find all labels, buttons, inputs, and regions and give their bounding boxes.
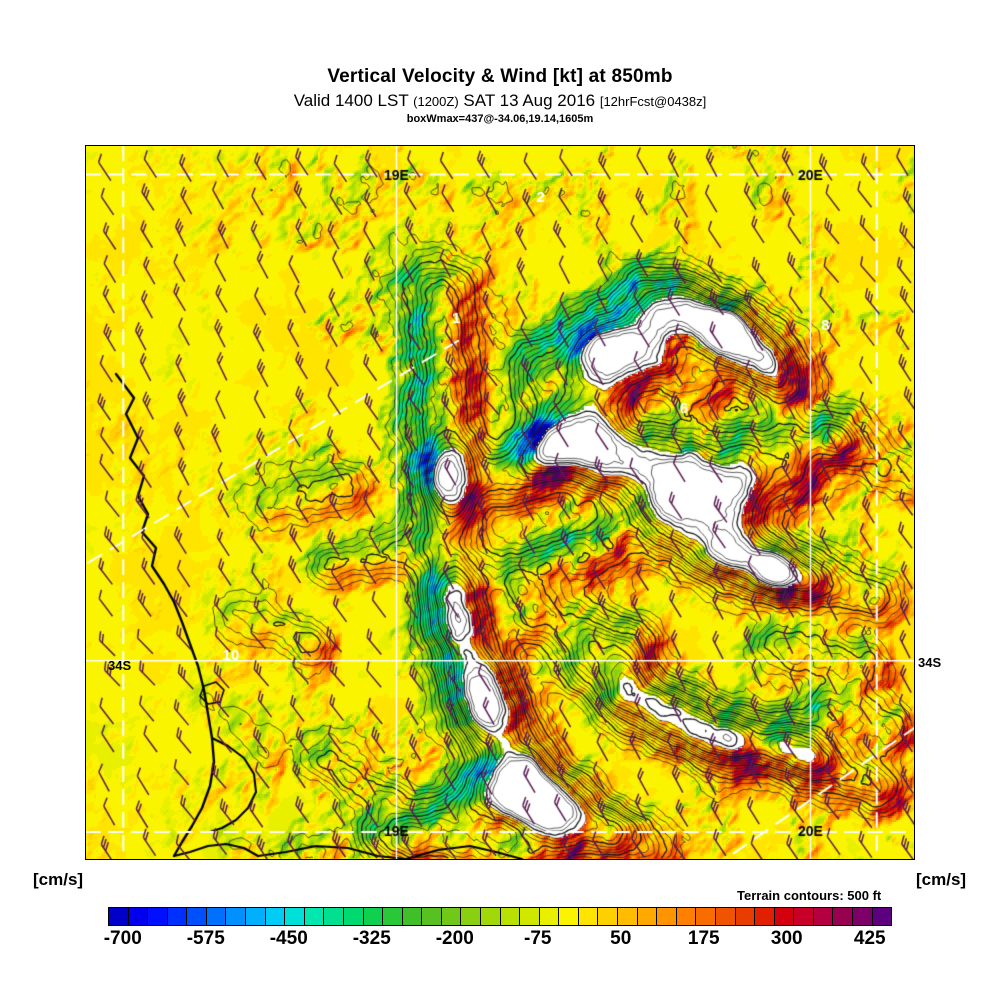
colorbar-cell-16 — [422, 908, 442, 925]
colorbar-cell-32 — [735, 908, 756, 925]
colorbar-cell-21 — [520, 908, 540, 925]
colorbar-cell-12 — [343, 908, 364, 925]
colorbar-tick--575: -575 — [186, 928, 225, 949]
colorbar-cell-15 — [402, 908, 423, 925]
colorbar-cell-18 — [461, 908, 481, 925]
colorbar-tick-175: 175 — [687, 928, 720, 949]
colorbar-cell-25 — [598, 908, 619, 925]
colorbar-cell-7 — [246, 908, 266, 925]
colorbar-cell-35 — [794, 908, 814, 925]
colorbar-tick--75: -75 — [524, 928, 552, 949]
box-max-annotation: boxWmax=437@-34.06,19.14,1605m — [406, 113, 594, 125]
lat-label-right: 34S — [918, 655, 942, 670]
colorbar-cell-17 — [441, 908, 462, 925]
colorbar-cell-6 — [226, 908, 247, 925]
title-block: Vertical Velocity & Wind [kt] at 850mb V… — [0, 0, 1000, 125]
lat-label-left: 34S — [108, 658, 132, 673]
colorbar-cell-13 — [363, 908, 384, 925]
colorbar-tick-300: 300 — [770, 928, 803, 949]
colorbar-tick--325: -325 — [352, 928, 391, 949]
colorbar-cell-20 — [500, 908, 521, 925]
terrain-coast-wind-overlay — [86, 146, 914, 859]
subtitle: Valid 1400 LST (1200Z) SAT 13 Aug 2016 [… — [0, 91, 1000, 111]
colorbar-tick--700: -700 — [103, 928, 142, 949]
colorbar-cell-10 — [304, 908, 325, 925]
colorbar-cell-14 — [383, 908, 403, 925]
colorbar-cell-38 — [852, 908, 873, 925]
colorbar-tick--450: -450 — [269, 928, 308, 949]
valid-time-utc: (1200Z) — [413, 94, 459, 109]
colorbar-cell-24 — [578, 908, 599, 925]
unit-label-right: [cm/s] — [916, 870, 967, 889]
colorbar-cell-11 — [324, 908, 344, 925]
colorbar-cell-5 — [206, 908, 227, 925]
colorbar-tick-425: 425 — [853, 928, 886, 949]
valid-time-prefix: Valid 1400 LST — [293, 91, 409, 110]
colorbar-cell-2 — [148, 908, 168, 925]
map-plot-area[interactable] — [85, 145, 915, 860]
terrain-contour-note: Terrain contours: 500 ft — [737, 888, 882, 903]
colorbar-cell-27 — [637, 908, 658, 925]
valid-date: SAT 13 Aug 2016 — [463, 91, 596, 110]
colorbar-cell-30 — [696, 908, 716, 925]
colorbar-tick--200: -200 — [435, 928, 474, 949]
unit-label-left: [cm/s] — [33, 870, 84, 889]
colorbar-cell-4 — [187, 908, 207, 925]
colorbar-cell-22 — [539, 908, 560, 925]
colorbar-cell-9 — [285, 908, 305, 925]
colorbar-cell-26 — [618, 908, 638, 925]
colorbar-cell-39 — [872, 908, 892, 925]
colorbar-cell-29 — [676, 908, 697, 925]
colorbar-tick-labels: -700 -575 -450 -325 -200 -75 50 175 300 425 — [85, 928, 915, 954]
colorbar-cell-31 — [715, 908, 736, 925]
colorbar-cell-37 — [833, 908, 853, 925]
colorbar-tick-50: 50 — [610, 928, 632, 949]
forecast-tag: [12hrFcst@0438z] — [599, 94, 707, 109]
colorbar-cell-0 — [109, 908, 129, 925]
colorbar-cell-36 — [813, 908, 834, 925]
colorbar[interactable] — [108, 907, 892, 926]
colorbar-cell-33 — [755, 908, 775, 925]
colorbar-cell-3 — [167, 908, 188, 925]
colorbar-cell-19 — [480, 908, 501, 925]
colorbar-cell-8 — [265, 908, 286, 925]
colorbar-cell-23 — [559, 908, 579, 925]
colorbar-cell-1 — [128, 908, 149, 925]
colorbar-cell-34 — [774, 908, 795, 925]
colorbar-cell-28 — [657, 908, 677, 925]
page-title: Vertical Velocity & Wind [kt] at 850mb — [327, 66, 673, 87]
